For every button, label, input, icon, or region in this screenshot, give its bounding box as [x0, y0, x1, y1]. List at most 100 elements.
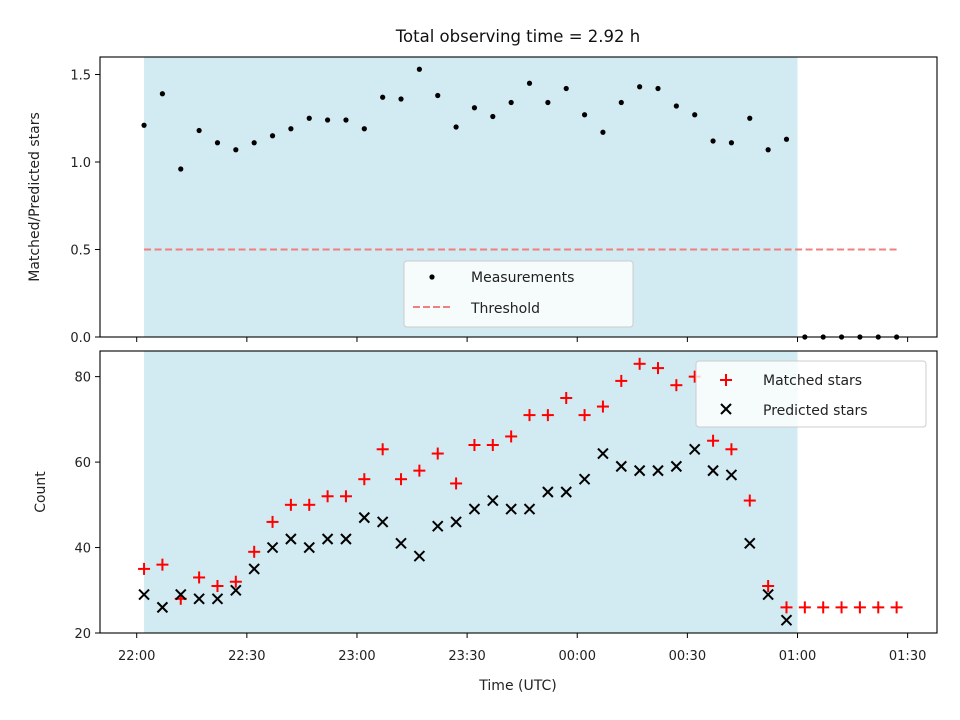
matched-star-point: [229, 575, 242, 588]
predicted-star-point: [230, 584, 242, 596]
x-tick-label: 23:00: [338, 649, 375, 664]
matched-star-point: [798, 601, 811, 614]
matched-star-point: [468, 439, 481, 451]
y-tick-label: 80: [74, 371, 91, 386]
x-tick-label: 00:30: [669, 649, 706, 664]
matched-star-point: [358, 473, 371, 486]
predicted-star-point: [450, 516, 462, 528]
measurement-point: [380, 94, 386, 100]
predicted-star-point: [725, 469, 738, 481]
matched-star-point: [670, 379, 683, 392]
x-tick-label: 22:00: [118, 649, 155, 664]
measurement-point: [526, 80, 533, 86]
predicted-star-point: [175, 588, 187, 601]
bottom-legend: Matched stars Predicted stars: [695, 360, 927, 428]
matched-star-point: [505, 430, 518, 443]
measurement-point: [471, 105, 478, 111]
predicted-star-point: [395, 537, 407, 549]
measurement-point: [233, 147, 239, 153]
bottom-y-axis-label: Count: [33, 471, 49, 513]
bottom-x-axis: 22:00 22:30 23:00 23:30 00:00 00:30 01:00 01:30: [118, 633, 926, 664]
legend-matched-marker: [720, 374, 732, 386]
bottom-axes-frame: [99, 350, 938, 634]
legend-matched-label: Matched stars: [763, 373, 862, 389]
y-tick-label: 60: [74, 456, 91, 471]
predicted-star-point: [468, 503, 481, 515]
matched-star-point: [376, 443, 389, 456]
matched-star-point: [138, 562, 151, 575]
measurement-point: [545, 99, 551, 106]
measurement-point: [783, 136, 790, 142]
matched-star-point: [211, 580, 224, 592]
predicted-star-point: [321, 533, 334, 545]
top-legend: Measurements Threshold: [403, 260, 634, 328]
predicted-star-point: [615, 460, 627, 473]
measurement-point: [618, 99, 624, 106]
top-x-axis: [136, 337, 909, 342]
y-tick-label: 1.0: [70, 156, 91, 171]
matched-star-point: [303, 498, 316, 511]
matched-star-point: [284, 498, 297, 511]
legend-measurements-label: Measurements: [471, 270, 574, 286]
measurement-point: [563, 85, 569, 92]
predicted-star-point: [762, 588, 774, 601]
bottom-legend-box: [695, 360, 927, 428]
predicted-star-point: [376, 516, 389, 528]
x-tick-label: 00:00: [559, 649, 596, 664]
predicted-star-point: [266, 541, 279, 554]
legend-measurements-marker: [429, 274, 435, 280]
matched-star-point: [817, 601, 830, 614]
measurement-point: [361, 126, 367, 132]
measurement-point: [692, 112, 698, 118]
matched-star-point: [615, 374, 628, 387]
matched-star-point: [872, 601, 885, 614]
predicted-star-point: [156, 601, 169, 614]
measurement-point: [159, 91, 166, 97]
top-legend-box: [403, 260, 634, 328]
bottom-shaded-span: [144, 351, 798, 633]
measurement-point: [141, 122, 147, 128]
matched-star-point: [541, 409, 554, 422]
measurement-point: [325, 117, 331, 123]
matched-star-point: [486, 439, 499, 451]
matched-star-point: [835, 601, 848, 614]
predicted-star-point: [505, 503, 517, 515]
x-axis-label: Time (UTC): [478, 678, 556, 694]
measurement-point: [306, 115, 312, 121]
matched-star-point: [890, 601, 903, 614]
measurement-point: [581, 112, 588, 118]
matched-star-point: [413, 464, 426, 477]
matched-star-point: [578, 409, 591, 422]
predicted-star-point: [780, 614, 793, 626]
predicted-star-point: [670, 460, 683, 473]
measurement-point: [490, 113, 496, 120]
measurement-point: [251, 140, 257, 146]
matched-star-point: [762, 580, 775, 592]
matched-star-point: [156, 558, 169, 571]
measurement-point: [710, 138, 716, 144]
x-tick-label: 01:00: [779, 649, 816, 664]
matched-star-point: [743, 494, 756, 507]
y-tick-label: 40: [74, 542, 91, 557]
predicted-star-point: [248, 563, 260, 575]
matched-star-point: [633, 357, 646, 370]
measurement-point: [269, 133, 276, 139]
matched-star-point: [523, 409, 536, 422]
measurement-point: [728, 140, 735, 146]
measurement-point: [453, 124, 459, 130]
measurement-point: [765, 147, 771, 153]
predicted-star-point: [523, 503, 536, 515]
predicted-star-point: [542, 486, 554, 498]
predicted-star-point: [744, 537, 756, 549]
bottom-y-axis: 20 40 60 80: [74, 371, 100, 642]
predicted-star-point: [487, 494, 499, 507]
predicted-star-point: [432, 520, 444, 532]
measurement-point: [196, 127, 202, 134]
predicted-star-point: [413, 550, 426, 562]
predicted-star-point: [652, 464, 664, 477]
predicted-star-point: [358, 511, 371, 524]
measurement-point: [398, 96, 404, 102]
x-tick-label: 01:30: [889, 649, 926, 664]
predicted-star-point: [707, 464, 719, 477]
measurement-point: [435, 92, 441, 99]
